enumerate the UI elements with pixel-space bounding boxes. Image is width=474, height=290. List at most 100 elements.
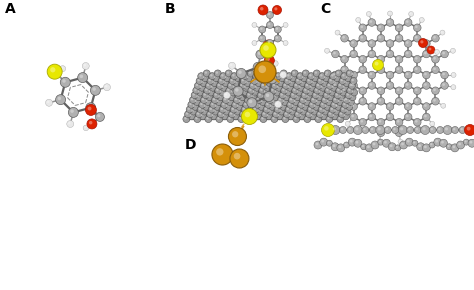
Circle shape [248,87,255,94]
Circle shape [324,76,327,79]
Circle shape [322,81,325,83]
Circle shape [284,84,286,86]
Circle shape [395,129,403,137]
Circle shape [416,128,418,130]
Circle shape [219,89,226,96]
Circle shape [242,84,249,91]
Circle shape [450,48,456,53]
Circle shape [232,107,234,110]
Circle shape [311,108,318,115]
Circle shape [434,138,442,146]
Circle shape [202,98,204,100]
Circle shape [322,108,329,115]
Circle shape [368,19,375,26]
Circle shape [388,143,396,151]
Circle shape [371,141,379,149]
Circle shape [367,12,369,14]
Circle shape [383,139,391,147]
Circle shape [280,70,287,77]
Circle shape [452,73,454,75]
Circle shape [285,79,288,81]
Circle shape [214,76,217,79]
Circle shape [386,82,394,89]
Circle shape [379,57,381,60]
Circle shape [413,97,421,105]
Circle shape [395,66,403,74]
Circle shape [235,75,242,82]
Circle shape [308,73,315,80]
Circle shape [301,75,308,82]
Circle shape [321,140,324,143]
Circle shape [247,70,254,77]
Circle shape [404,19,412,26]
Circle shape [268,23,270,25]
Circle shape [243,74,246,77]
Circle shape [355,127,358,130]
Circle shape [226,87,233,94]
Circle shape [350,113,357,121]
Circle shape [350,140,353,143]
Circle shape [278,108,285,115]
Circle shape [201,97,208,104]
Circle shape [351,115,354,117]
Circle shape [67,120,74,128]
Circle shape [377,87,385,95]
Circle shape [273,61,278,66]
Circle shape [377,129,385,137]
Circle shape [268,41,270,43]
Circle shape [441,103,446,108]
Circle shape [430,121,435,126]
Circle shape [224,98,227,100]
Circle shape [260,115,267,123]
Circle shape [316,100,318,102]
Circle shape [283,117,286,119]
Circle shape [327,100,329,102]
Circle shape [249,71,251,74]
Circle shape [103,84,110,91]
Circle shape [286,90,289,93]
Circle shape [351,89,358,96]
Circle shape [315,115,322,123]
Circle shape [307,89,314,96]
Circle shape [317,77,324,84]
Circle shape [70,109,74,113]
Circle shape [228,82,235,89]
Circle shape [428,48,431,50]
Circle shape [310,103,313,105]
Circle shape [413,55,421,63]
Circle shape [276,101,283,108]
Circle shape [322,114,324,117]
Circle shape [271,88,273,91]
Circle shape [318,112,320,115]
Circle shape [379,68,381,70]
Circle shape [220,90,222,93]
Circle shape [352,90,355,93]
Circle shape [441,141,444,144]
Circle shape [323,109,326,112]
Circle shape [280,109,282,112]
Circle shape [195,94,202,101]
Circle shape [266,103,269,105]
Circle shape [272,117,275,119]
Circle shape [337,82,345,89]
Circle shape [252,112,255,115]
Circle shape [432,35,439,42]
Circle shape [82,63,89,70]
Circle shape [379,26,381,28]
Circle shape [304,88,307,91]
Circle shape [210,84,216,91]
Circle shape [463,139,469,145]
Circle shape [199,101,206,108]
Circle shape [236,103,243,110]
Circle shape [350,71,357,79]
Circle shape [263,112,265,115]
Circle shape [242,73,249,80]
Circle shape [258,76,260,79]
Circle shape [256,50,265,59]
Circle shape [246,92,253,99]
Circle shape [413,118,421,126]
Circle shape [413,35,421,42]
Circle shape [222,79,229,86]
Circle shape [453,146,456,148]
Circle shape [321,124,335,137]
